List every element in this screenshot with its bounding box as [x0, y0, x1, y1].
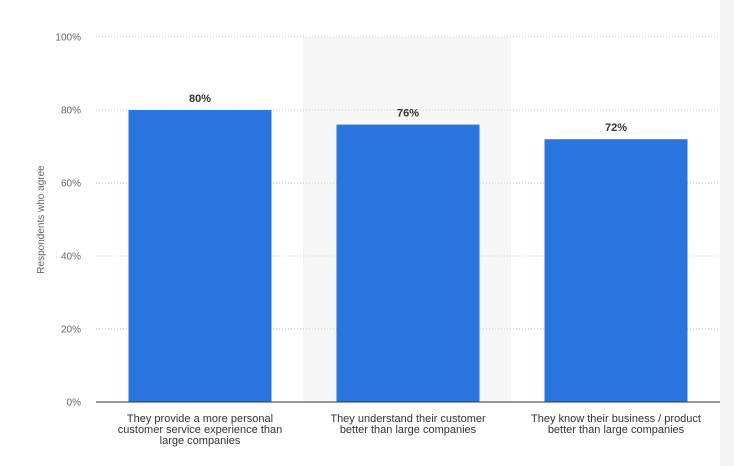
- x-axis-categories: They provide a more personal customer ser…: [118, 413, 701, 447]
- bar[interactable]: [544, 139, 688, 402]
- y-tick-label: 20%: [61, 325, 81, 336]
- data-label: 76%: [397, 108, 419, 120]
- y-tick-label: 40%: [61, 252, 81, 263]
- x-category-label-line: They provide a more personal: [127, 413, 273, 425]
- bar[interactable]: [128, 110, 272, 402]
- right-edge-strip: [720, 0, 734, 466]
- data-labels: 80% 76% 72%: [189, 93, 627, 134]
- x-category-label-line: better than large companies: [548, 424, 685, 436]
- y-tick-label: 80%: [61, 106, 81, 117]
- x-category-label-line: They know their business / product: [531, 413, 701, 425]
- y-tick-label: 60%: [61, 179, 81, 190]
- x-category-label: They know their business / product better…: [531, 413, 701, 436]
- y-axis-title: Respondents who agree: [36, 165, 47, 274]
- x-category-label-line: large companies: [160, 435, 241, 447]
- x-category-label-line: They understand their customer: [330, 413, 486, 425]
- data-label: 80%: [189, 93, 211, 105]
- bars: [128, 110, 688, 402]
- y-axis-ticks: 0% 20% 40% 60% 80% 100%: [55, 33, 81, 409]
- bar[interactable]: [336, 124, 480, 402]
- x-category-label-line: customer service experience than: [118, 424, 282, 436]
- y-tick-label: 0%: [67, 398, 82, 409]
- data-label: 72%: [605, 122, 627, 134]
- x-category-label: They provide a more personal customer ser…: [118, 413, 282, 447]
- y-tick-label: 100%: [55, 33, 81, 44]
- x-category-label: They understand their customer better tha…: [330, 413, 486, 436]
- x-category-label-line: better than large companies: [340, 424, 477, 436]
